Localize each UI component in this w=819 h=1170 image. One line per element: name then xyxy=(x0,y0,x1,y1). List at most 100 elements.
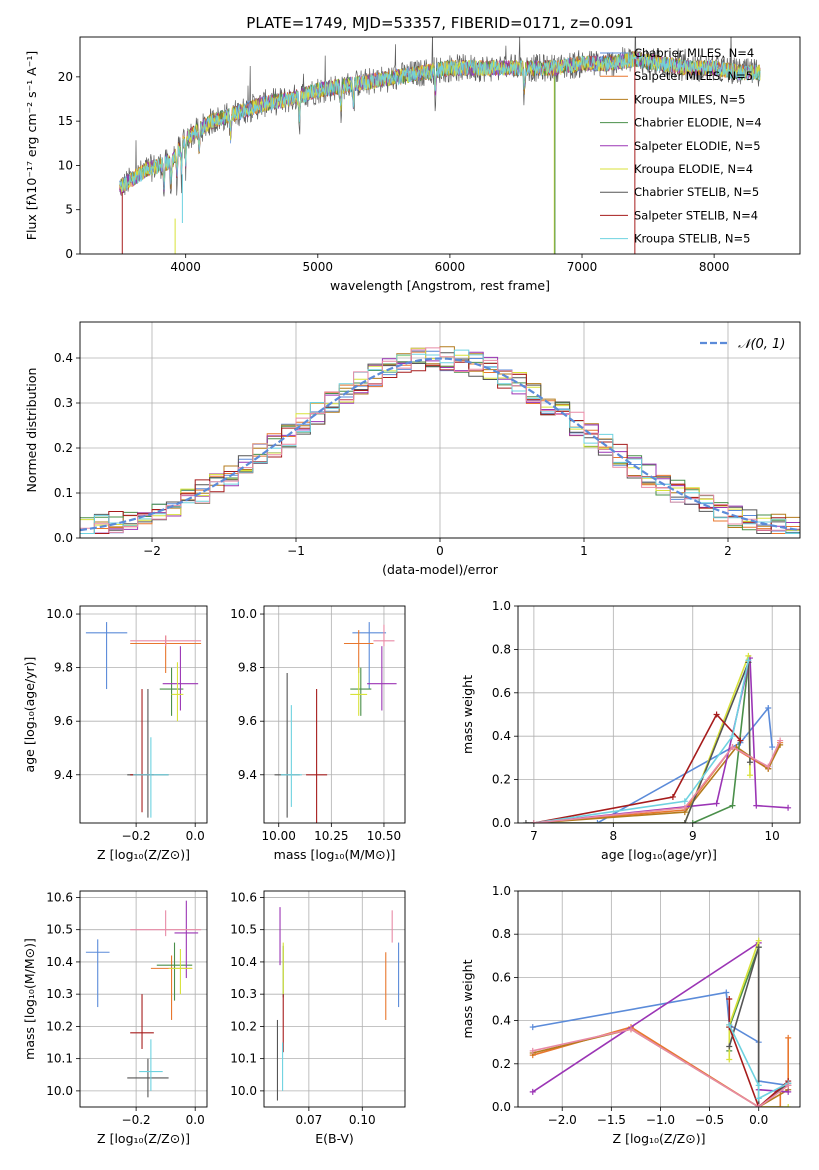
axes-frame xyxy=(79,605,208,824)
weight-marker xyxy=(746,759,753,766)
x-tick-label: 10.50 xyxy=(367,829,401,843)
y-tick-label: 10.1 xyxy=(46,1052,73,1066)
x-tick-label: 0.0 xyxy=(186,829,205,843)
weight-series xyxy=(525,662,751,823)
weight-series xyxy=(597,705,773,823)
y-tick-label: 0.0 xyxy=(54,531,73,545)
x-tick-label: 4000 xyxy=(170,260,201,274)
axes-frame xyxy=(79,890,208,1108)
legend-entry: 𝒩(0, 1) xyxy=(738,337,785,352)
weight-marker xyxy=(755,1095,762,1102)
y-axis-label: age [log₁₀(age/yr)] xyxy=(22,657,37,773)
y-tick-label: 5 xyxy=(65,203,73,217)
weight-marker xyxy=(723,989,730,996)
x-tick-label: 6000 xyxy=(435,260,466,274)
x-axis-label: Z [log₁₀(Z/Z⊙)] xyxy=(97,1131,190,1146)
y-tick-label: 10.0 xyxy=(46,607,73,621)
panel-ebv-mass: 0.07 0.10 10.0 10.1 10.2 10.3 10.4 10.5 10.6 E(B-… xyxy=(230,890,406,1146)
x-tick-label: 8 xyxy=(610,829,618,843)
x-tick-label: 7000 xyxy=(567,260,598,274)
x-tick-label: 10.25 xyxy=(314,829,348,843)
y-tick-label: 10 xyxy=(58,158,73,172)
y-tick-label: 10.3 xyxy=(46,987,73,1001)
legend-entry: Kroupa ELODIE, N=4 xyxy=(634,162,753,176)
weight-marker xyxy=(755,937,762,944)
y-tick-label: 1.0 xyxy=(492,599,511,613)
x-tick-label: −0.2 xyxy=(122,829,151,843)
axes-frame xyxy=(517,890,801,1108)
y-tick-label: 0.0 xyxy=(492,816,511,830)
x-axis-label: E(B-V) xyxy=(315,1131,354,1146)
weight-series xyxy=(533,713,741,823)
y-tick-label: 10.3 xyxy=(230,987,257,1001)
panel-residuals: −2 −1 0 1 2 0.0 0.1 0.2 0.3 0.4 (data-model)/error… xyxy=(24,321,801,577)
x-tick-label: 7 xyxy=(530,829,538,843)
x-tick-label: 10.00 xyxy=(262,829,296,843)
x-tick-label: 1 xyxy=(580,544,588,558)
x-axis-label: Z [log₁₀(Z/Z⊙)] xyxy=(97,847,190,862)
legend-entry: Chabrier STELIB, N=5 xyxy=(634,185,759,199)
x-tick-label: −0.2 xyxy=(122,1113,151,1127)
x-axis-label: (data-model)/error xyxy=(382,562,499,577)
plot-area-ebv-mass xyxy=(276,907,400,1101)
y-axis-label: Normed distribution xyxy=(24,368,39,493)
axes-frame xyxy=(79,321,801,539)
y-tick-label: 20 xyxy=(58,70,73,84)
weight-marker xyxy=(522,820,529,823)
weight-marker xyxy=(726,1043,733,1050)
weight-marker xyxy=(681,804,688,811)
y-tick-label: 10.2 xyxy=(46,1019,73,1033)
y-tick-label: 0.4 xyxy=(492,729,511,743)
weight-series xyxy=(533,660,750,823)
y-tick-label: 0.2 xyxy=(492,1057,511,1071)
y-tick-label: 9.8 xyxy=(54,661,73,675)
x-tick-label: 8000 xyxy=(699,260,730,274)
weight-marker xyxy=(726,1056,733,1063)
axes-frame xyxy=(79,36,801,255)
y-tick-label: 0.8 xyxy=(492,927,511,941)
spectrum-line xyxy=(119,52,761,191)
weight-marker xyxy=(755,1104,762,1107)
y-tick-label: 0 xyxy=(65,247,73,261)
y-axis-label: mass weight xyxy=(460,959,475,1038)
weight-marker xyxy=(755,1082,762,1089)
x-tick-label: 9 xyxy=(689,829,697,843)
weight-marker xyxy=(753,802,760,809)
y-tick-label: 0.1 xyxy=(54,486,73,500)
panel-mass-age: 10.00 10.25 10.50 9.4 9.6 9.8 10.0 mass [log₁₀(… xyxy=(230,605,406,862)
weight-marker xyxy=(746,772,753,779)
y-tick-label: 9.6 xyxy=(238,714,257,728)
y-tick-label: 15 xyxy=(58,114,73,128)
axes-frame xyxy=(263,605,406,824)
y-tick-label: 0.6 xyxy=(492,970,511,984)
plot-area-z-mass xyxy=(85,900,202,1098)
histogram-series xyxy=(80,347,800,533)
x-tick-label: −1 xyxy=(287,544,305,558)
y-tick-label: 10.4 xyxy=(230,955,257,969)
plot-area-mass-age xyxy=(274,622,397,823)
plot-area-age-weight xyxy=(522,652,792,823)
weight-marker xyxy=(713,800,720,807)
y-tick-label: 0.2 xyxy=(54,441,73,455)
panel-z-age: −0.2 0.0 9.4 9.6 9.8 10.0 Z [log₁₀(Z/Z⊙)] age [… xyxy=(22,605,208,862)
y-axis-label: Flux [fλ10⁻¹⁷ erg cm⁻² s⁻¹ A⁻¹] xyxy=(24,51,39,240)
y-tick-label: 0.6 xyxy=(492,686,511,700)
legend-entry: Kroupa STELIB, N=5 xyxy=(634,232,751,246)
weight-series xyxy=(532,1028,789,1107)
weight-marker xyxy=(737,737,744,744)
x-axis-label: mass [log₁₀(M/M⊙)] xyxy=(274,847,396,862)
y-tick-label: 0.2 xyxy=(492,773,511,787)
x-tick-label: −1.5 xyxy=(597,1113,626,1127)
weight-marker xyxy=(729,744,736,751)
panel-z-mass: −0.2 0.0 10.0 10.1 10.2 10.3 10.4 10.5 10.6 Z [lo… xyxy=(22,890,208,1146)
weight-series xyxy=(728,999,789,1107)
weight-marker xyxy=(729,733,736,740)
panel-spectrum: 4000 5000 6000 7000 8000 0 5 10 15 20 wavelength [… xyxy=(24,36,801,293)
y-tick-label: 0.4 xyxy=(492,1014,511,1028)
x-axis-label: Z [log₁₀(Z/Z⊙)] xyxy=(613,1131,706,1146)
plot-area-spectrum xyxy=(119,37,761,254)
y-tick-label: 0.4 xyxy=(54,351,73,365)
y-tick-label: 0.3 xyxy=(54,396,73,410)
y-tick-label: 0.0 xyxy=(492,1100,511,1114)
x-tick-label: 0.10 xyxy=(349,1113,376,1127)
